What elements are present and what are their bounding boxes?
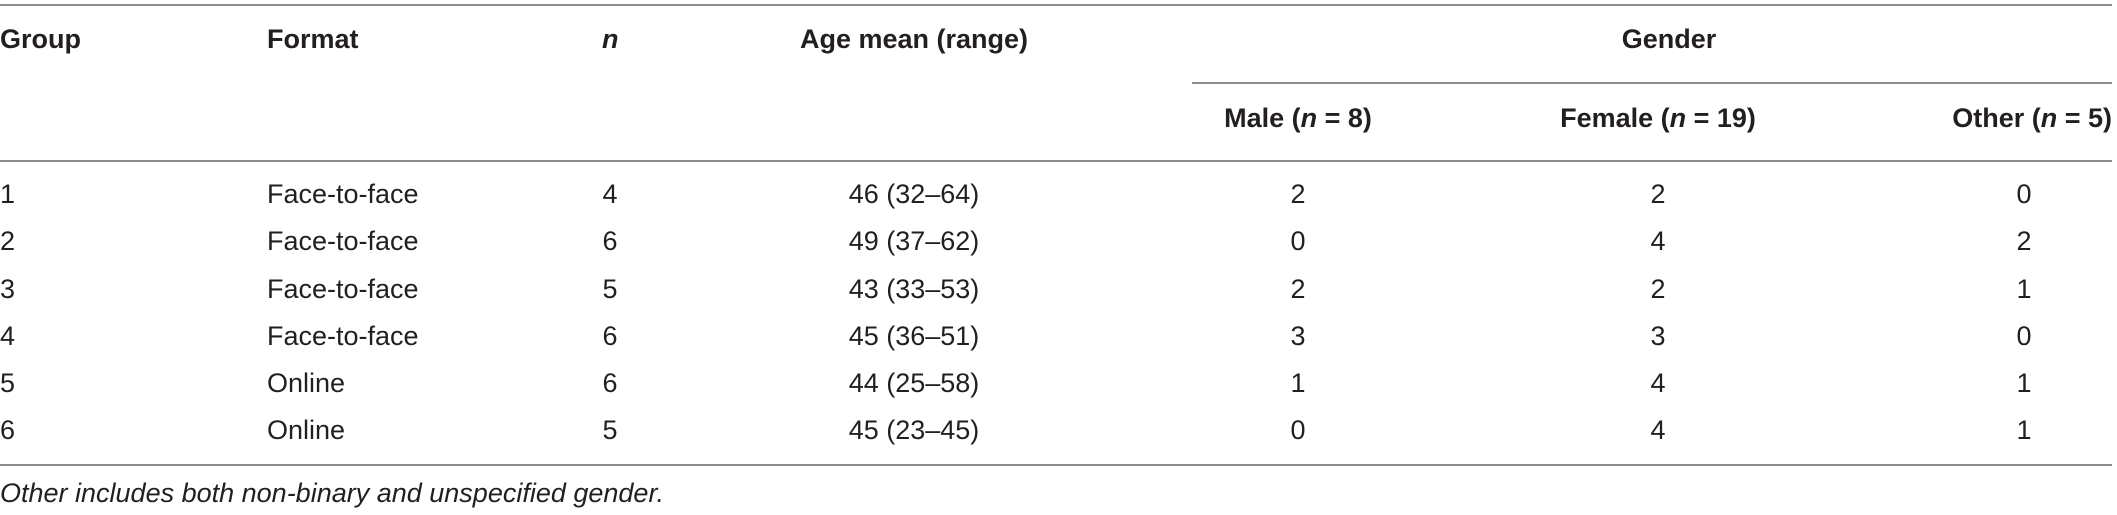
cell-female: 4 — [1650, 415, 1666, 445]
cell-format: Face-to-face — [267, 321, 419, 351]
cell-age: 45 (36–51) — [848, 321, 980, 351]
header-n: n — [602, 24, 619, 54]
cell-n: 6 — [602, 321, 618, 351]
cell-female: 4 — [1650, 368, 1666, 398]
table-top-rule — [0, 4, 2112, 6]
cell-female: 2 — [1650, 274, 1666, 304]
cell-other: 1 — [2016, 274, 2032, 304]
cell-other: 0 — [2016, 179, 2032, 209]
cell-age: 46 (32–64) — [848, 179, 980, 209]
cell-format: Face-to-face — [267, 226, 419, 256]
cell-group: 4 — [0, 321, 16, 351]
header-bottom-rule — [0, 160, 2112, 162]
header-other: Other (n = 5) — [1952, 103, 2112, 133]
cell-format: Face-to-face — [267, 274, 419, 304]
cell-format: Face-to-face — [267, 179, 419, 209]
cell-other: 1 — [2016, 368, 2032, 398]
cell-format: Online — [267, 415, 346, 445]
table-bottom-rule — [0, 464, 2112, 466]
header-gender: Gender — [1621, 24, 1717, 54]
cell-n: 4 — [602, 179, 618, 209]
cell-age: 44 (25–58) — [848, 368, 980, 398]
cell-male: 1 — [1290, 368, 1306, 398]
cell-group: 5 — [0, 368, 16, 398]
cell-male: 0 — [1290, 415, 1306, 445]
cell-other: 1 — [2016, 415, 2032, 445]
header-male: Male (n = 8) — [1224, 103, 1372, 133]
gender-spanner-rule — [1192, 82, 2112, 84]
cell-group: 1 — [0, 179, 16, 209]
cell-other: 2 — [2016, 226, 2032, 256]
header-female: Female (n = 19) — [1560, 103, 1756, 133]
header-format: Format — [267, 24, 359, 54]
header-group: Group — [0, 24, 81, 54]
table-footnote: Other includes both non-binary and unspe… — [0, 478, 664, 508]
cell-male: 0 — [1290, 226, 1306, 256]
header-age: Age mean (range) — [799, 24, 1029, 54]
cell-group: 2 — [0, 226, 16, 256]
cell-n: 5 — [602, 274, 618, 304]
cell-age: 49 (37–62) — [848, 226, 980, 256]
cell-n: 6 — [602, 368, 618, 398]
cell-n: 5 — [602, 415, 618, 445]
cell-male: 3 — [1290, 321, 1306, 351]
cell-female: 4 — [1650, 226, 1666, 256]
cell-age: 43 (33–53) — [848, 274, 980, 304]
cell-n: 6 — [602, 226, 618, 256]
cell-male: 2 — [1290, 179, 1306, 209]
cell-group: 6 — [0, 415, 16, 445]
cell-other: 0 — [2016, 321, 2032, 351]
cell-group: 3 — [0, 274, 16, 304]
cell-age: 45 (23–45) — [848, 415, 980, 445]
cell-format: Online — [267, 368, 346, 398]
cell-female: 3 — [1650, 321, 1666, 351]
cell-female: 2 — [1650, 179, 1666, 209]
cell-male: 2 — [1290, 274, 1306, 304]
